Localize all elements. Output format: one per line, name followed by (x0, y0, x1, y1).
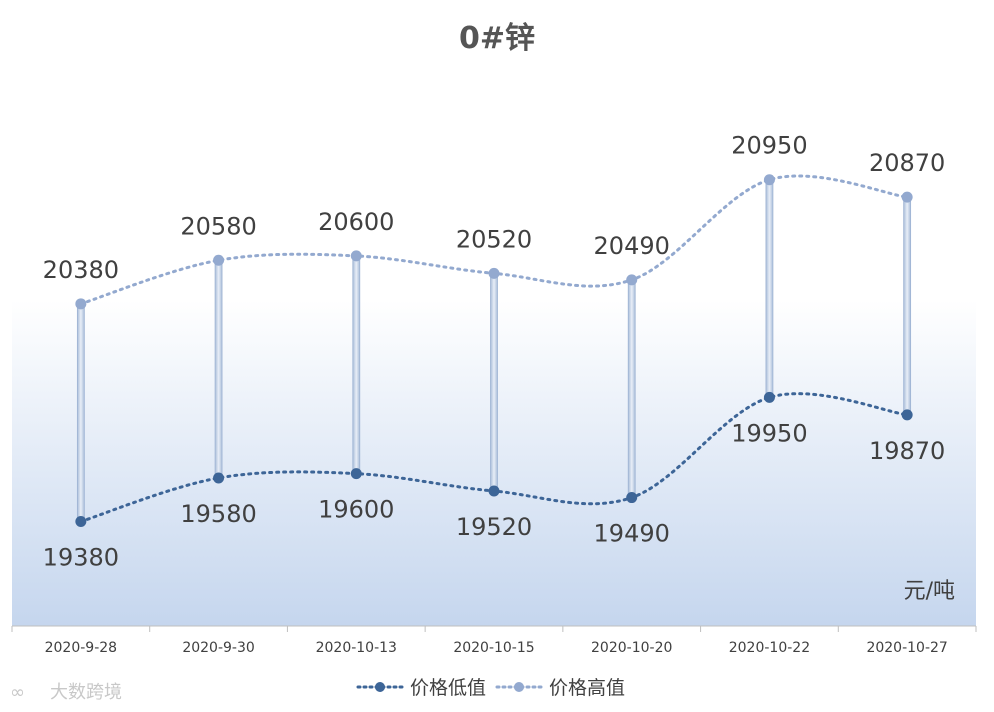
high-low-bar (765, 179, 774, 398)
data-label-high: 20580 (180, 212, 256, 240)
x-tick-label: 2020-9-30 (182, 640, 254, 656)
data-point (350, 250, 362, 262)
watermark: ∞ 大数跨境 (10, 682, 122, 703)
data-point (488, 267, 500, 279)
data-point (75, 298, 87, 310)
watermark-icon: ∞ (10, 682, 25, 703)
series-lines (75, 174, 913, 528)
data-label-low: 19580 (180, 500, 256, 528)
data-point (350, 468, 362, 480)
data-label-high: 20520 (456, 225, 532, 253)
data-point (488, 485, 500, 497)
data-label-high: 20490 (594, 232, 670, 260)
high-low-bar (627, 279, 636, 498)
data-point (213, 254, 225, 266)
data-point (901, 191, 913, 203)
x-tick-label: 2020-10-15 (453, 640, 534, 656)
unit-label: 元/吨 (904, 579, 955, 604)
data-point (901, 409, 913, 421)
data-label-high: 20600 (318, 208, 394, 236)
chart-title: 0#锌 (459, 21, 535, 56)
x-tick-label: 2020-10-20 (591, 640, 672, 656)
legend-item-high: 价格高值 (495, 677, 625, 699)
data-point (626, 274, 638, 286)
data-point (763, 391, 775, 403)
data-label-high: 20950 (731, 132, 807, 160)
legend: 价格低值 价格高值 (356, 677, 625, 699)
data-point (626, 492, 638, 504)
high-low-bar (903, 196, 912, 416)
data-point (213, 472, 225, 484)
data-label-low: 19950 (731, 419, 807, 447)
high-low-bar (352, 255, 361, 475)
data-labels: 20380 20580 20600 20520 20490 20950 20870 19380… (43, 132, 946, 572)
watermark-text: 大数跨境 (50, 682, 122, 703)
x-tick-label: 2020-9-28 (45, 640, 117, 656)
high-low-bar (76, 303, 85, 522)
x-tick-label: 2020-10-27 (866, 640, 947, 656)
data-label-low: 19870 (869, 437, 945, 465)
data-point (75, 516, 87, 528)
x-tick-label: 2020-10-22 (729, 640, 810, 656)
data-label-high: 20870 (869, 149, 945, 177)
high-low-bar (214, 259, 223, 479)
x-axis-ticks: 2020-9-28 2020-9-30 2020-10-13 2020-10-15 20… (11, 626, 977, 656)
data-point (763, 174, 775, 186)
data-label-low: 19380 (43, 544, 119, 572)
data-label-high: 20380 (43, 256, 119, 284)
data-label-low: 19520 (456, 513, 532, 541)
data-label-low: 19490 (594, 520, 670, 548)
legend-item-low: 价格低值 (356, 677, 486, 699)
data-label-low: 19600 (318, 496, 394, 524)
high-low-bar (490, 272, 498, 492)
legend-label-low: 价格低值 (410, 677, 486, 699)
x-tick-label: 2020-10-13 (316, 640, 397, 656)
legend-label-high: 价格高值 (549, 677, 625, 699)
